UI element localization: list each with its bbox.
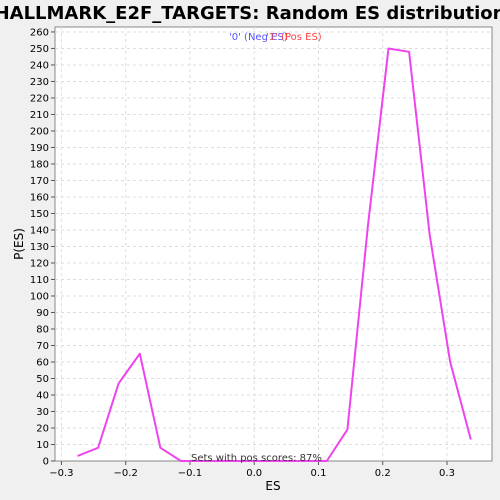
y-tick-label: 260 [30,27,49,38]
y-tick-label: 0 [43,457,49,468]
y-tick-label: 190 [30,143,49,154]
y-tick-label: 70 [36,341,49,352]
x-tick-label: −0.3 [49,468,73,479]
y-tick-label: 120 [30,258,49,269]
y-tick-label: 200 [30,126,49,137]
y-tick-label: 110 [30,275,49,286]
y-tick-label: 40 [36,390,49,401]
x-tick-label: 0.0 [246,468,262,479]
y-tick-label: 140 [30,225,49,236]
y-tick-label: 80 [36,324,49,335]
x-tick-label: 0.1 [311,468,327,479]
y-tick-label: 130 [30,242,49,253]
y-tick-label: 150 [30,209,49,220]
y-tick-label: 160 [30,192,49,203]
y-tick-label: 30 [36,407,49,418]
y-tick-label: 210 [30,110,49,121]
y-tick-label: 230 [30,77,49,88]
legend-pos-es: '1' (Pos ES) [266,32,322,43]
x-tick-label: 0.2 [375,468,391,479]
y-tick-label: 10 [36,440,49,451]
y-tick-label: 240 [30,60,49,71]
chart-title: HALLMARK_E2F_TARGETS: Random ES distribu… [0,3,500,24]
x-tick-label: −0.1 [178,468,202,479]
y-tick-label: 250 [30,44,49,55]
y-tick-label: 20 [36,423,49,434]
y-tick-label: 90 [36,308,49,319]
y-tick-label: 170 [30,176,49,187]
x-axis-label: ES [265,479,280,493]
y-tick-label: 220 [30,93,49,104]
x-tick-label: −0.2 [114,468,138,479]
pos-scores-annotation: Sets with pos scores: 87% [191,453,322,464]
x-tick-label: 0.3 [439,468,455,479]
legend: '0' (Neg ES) '1' (Pos ES) [229,32,322,43]
plot-area [55,27,492,461]
y-axis-label: P(ES) [12,228,26,260]
y-tick-label: 100 [30,291,49,302]
y-tick-label: 60 [36,357,49,368]
y-tick-label: 50 [36,374,49,385]
y-tick-label: 180 [30,159,49,170]
